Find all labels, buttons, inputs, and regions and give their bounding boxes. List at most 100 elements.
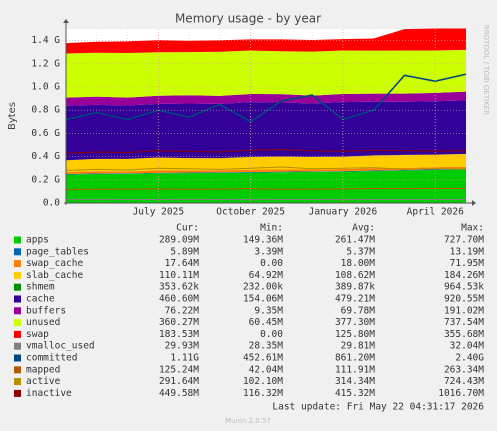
x-tick-label: January 2026 <box>309 207 378 218</box>
chart-title: Memory usage - by year <box>175 12 321 26</box>
legend-stat: 102.10M <box>243 376 283 387</box>
legend-stat: 452.61M <box>243 353 283 364</box>
legend-stat: 29.81M <box>341 341 376 352</box>
legend-stat: 479.21M <box>335 294 375 305</box>
legend-stat: 125.24M <box>159 364 199 375</box>
legend-stat: 18.00M <box>341 258 376 269</box>
legend-stat: 727.70M <box>444 235 484 246</box>
legend-swatch <box>14 319 21 327</box>
legend-stat: 71.95M <box>450 258 485 269</box>
legend-label: swap_cache <box>26 258 83 269</box>
legend-stat: 64.92M <box>249 270 284 281</box>
legend-label: shmem <box>26 282 55 293</box>
last-update: Last update: Fri May 22 04:31:17 2026 <box>272 402 484 413</box>
legend-stat: 9.35M <box>254 305 283 316</box>
legend-swatch <box>14 236 21 244</box>
legend-stat: 13.19M <box>450 246 485 257</box>
legend-swatch <box>14 248 21 256</box>
legend-stat: 32.04M <box>450 341 485 352</box>
legend-stat: 263.34M <box>444 364 484 375</box>
legend-stat: 389.87k <box>335 282 375 293</box>
legend-stat: 737.54M <box>444 317 484 328</box>
legend-stat: 42.04M <box>249 364 284 375</box>
line <box>65 166 467 172</box>
legend-label: slab_cache <box>26 270 83 281</box>
line <box>65 73 467 123</box>
legend-stat: 360.27M <box>159 317 199 328</box>
legend-label: buffers <box>26 305 66 316</box>
legend-stat: 460.60M <box>159 294 199 305</box>
y-tick-label: 0.6 G <box>31 128 60 139</box>
legend-stat: 191.02M <box>444 305 484 316</box>
legend-label: unused <box>26 317 60 328</box>
legend-stat: 149.36M <box>243 235 283 246</box>
y-tick-label: 1.4 G <box>31 35 60 46</box>
area <box>66 49 466 98</box>
legend-stat: 116.32M <box>243 388 283 399</box>
legend-stat: 76.22M <box>165 305 200 316</box>
legend-stat: 449.58M <box>159 388 199 399</box>
legend-stat: 1016.70M <box>438 388 484 399</box>
legend-label: vmalloc_used <box>26 341 95 352</box>
legend-label: swap <box>26 329 49 340</box>
legend-stat: 1.11G <box>170 353 199 364</box>
legend-stat: 355.68M <box>444 329 484 340</box>
y-tick-label: 0.2 G <box>31 174 60 185</box>
area <box>66 91 466 106</box>
legend-stat: 314.34M <box>335 376 375 387</box>
legend-stat: 415.32M <box>335 388 375 399</box>
y-tick-label: 1.2 G <box>31 58 60 69</box>
legend-swatch <box>14 307 21 315</box>
legend-swatch <box>14 295 21 303</box>
version: Munin 2.0.57 <box>225 417 271 425</box>
legend-stat: 0.00 <box>260 258 283 269</box>
legend-stat: 0.00 <box>260 329 283 340</box>
x-tick-label: April 2026 <box>407 207 464 218</box>
legend-stat: 184.26M <box>444 270 484 281</box>
legend-stat: 28.35M <box>249 341 284 352</box>
legend-stat: 3.39M <box>254 246 283 257</box>
legend-stat: 724.43M <box>444 376 484 387</box>
area <box>66 166 466 174</box>
x-axis-arrow <box>472 200 476 206</box>
legend-stat: 5.89M <box>170 246 199 257</box>
legend-stat: 111.91M <box>335 364 375 375</box>
column-header: Avg: <box>352 223 375 234</box>
legend-label: inactive <box>26 388 72 399</box>
legend-stat: 154.06M <box>243 294 283 305</box>
legend-stat: 125.80M <box>335 329 375 340</box>
legend-stat: 60.45M <box>249 317 284 328</box>
legend-stat: 17.64M <box>165 258 200 269</box>
x-tick-label: July 2025 <box>133 207 184 218</box>
y-axis-label: Bytes <box>7 102 18 130</box>
legend-stat: 261.47M <box>335 235 375 246</box>
legend-stat: 69.78M <box>341 305 376 316</box>
legend-stat: 2.40G <box>455 353 484 364</box>
legend-swatch <box>14 330 21 338</box>
legend-label: cache <box>26 294 55 305</box>
area <box>66 168 466 175</box>
legend-stat: 920.55M <box>444 294 484 305</box>
area <box>66 169 466 203</box>
area <box>66 100 466 161</box>
legend-stat: 29.93M <box>165 341 200 352</box>
legend-stat: 353.62k <box>159 282 199 293</box>
legend-stat: 291.64M <box>159 376 199 387</box>
legend-swatch <box>14 378 21 386</box>
legend-swatch <box>14 260 21 268</box>
legend-stat: 183.53M <box>159 329 199 340</box>
legend-label: committed <box>26 353 77 364</box>
legend-stat: 110.11M <box>159 270 199 281</box>
legend-swatch <box>14 342 21 350</box>
legend-stat: 289.09M <box>159 235 199 246</box>
column-header: Max: <box>461 223 484 234</box>
legend-stat: 232.00k <box>243 282 283 293</box>
y-tick-label: 1.0 G <box>31 82 60 93</box>
legend-swatch <box>14 271 21 279</box>
legend-stat: 108.62M <box>335 270 375 281</box>
legend-swatch <box>14 389 21 397</box>
legend-stat: 861.20M <box>335 353 375 364</box>
x-tick-label: October 2025 <box>216 207 285 218</box>
legend-stat: 5.37M <box>346 246 375 257</box>
